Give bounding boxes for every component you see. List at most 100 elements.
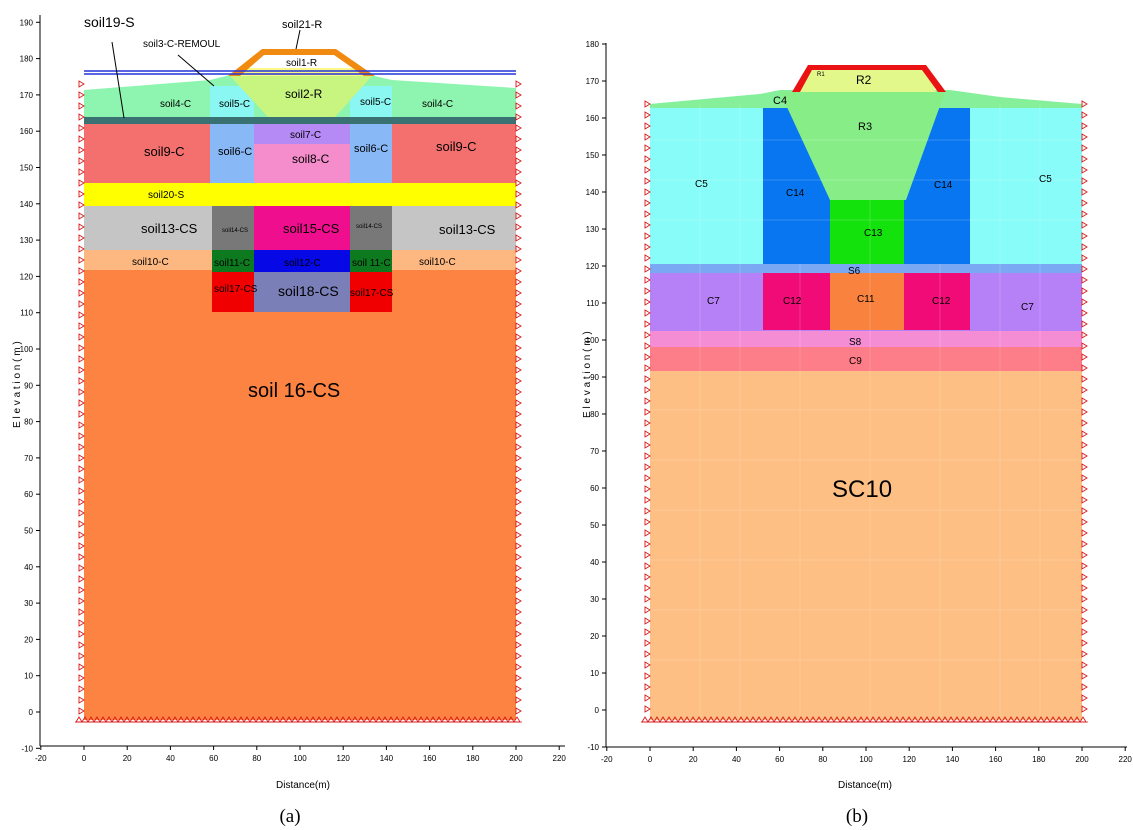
label-C7-left: C7	[707, 296, 720, 307]
support-marker	[644, 122, 651, 130]
support-marker	[644, 309, 651, 317]
y-tick-label: 120	[20, 272, 34, 281]
support-marker	[1081, 650, 1088, 658]
support-marker	[644, 595, 651, 603]
soil6-left-block	[210, 124, 254, 183]
support-marker	[515, 146, 522, 154]
support-marker	[78, 498, 85, 506]
support-marker	[78, 256, 85, 264]
support-marker	[78, 91, 85, 99]
support-marker	[78, 443, 85, 451]
C12-right-block	[904, 273, 970, 330]
label-C7-right: C7	[1021, 302, 1034, 313]
label-S8: S8	[849, 337, 862, 348]
support-marker	[515, 553, 522, 561]
support-marker	[644, 485, 651, 493]
support-marker	[644, 507, 651, 515]
support-marker	[1081, 661, 1088, 669]
x-tick-label: 140	[946, 755, 960, 764]
support-marker	[1081, 441, 1088, 449]
support-marker	[515, 443, 522, 451]
y-tick-label: 40	[24, 563, 33, 572]
support-marker	[78, 344, 85, 352]
support-marker	[1081, 320, 1088, 328]
support-marker	[78, 102, 85, 110]
support-marker	[1081, 210, 1088, 218]
support-marker	[644, 342, 651, 350]
support-marker	[78, 278, 85, 286]
y-tick-label: 10	[24, 672, 33, 681]
y-tick-label: 70	[590, 447, 599, 456]
y-tick-label: 140	[586, 188, 600, 197]
label-C5-left: C5	[695, 179, 708, 190]
support-marker	[78, 190, 85, 198]
support-marker	[644, 529, 651, 537]
label-C5-right: C5	[1039, 174, 1052, 185]
support-marker	[644, 199, 651, 207]
support-marker	[515, 333, 522, 341]
support-marker	[515, 630, 522, 638]
label-soil5-left: soil5-C	[219, 99, 250, 110]
support-marker	[515, 465, 522, 473]
y-tick-label: 30	[590, 595, 599, 604]
support-marker	[515, 377, 522, 385]
support-marker	[515, 487, 522, 495]
x-tick-label: 220	[1119, 755, 1133, 764]
label-soil18: soil18-CS	[278, 283, 339, 299]
support-marker	[78, 619, 85, 627]
support-marker	[1081, 672, 1088, 680]
y-tick-label: 170	[20, 91, 34, 100]
support-marker	[515, 641, 522, 649]
soil1-crest	[228, 68, 375, 76]
support-marker	[1081, 694, 1088, 702]
label-soil9-right: soil9-C	[436, 139, 476, 154]
label-soil11-left: soil11-C	[214, 258, 250, 269]
y-tick-label: 20	[24, 635, 33, 644]
support-marker	[78, 608, 85, 616]
support-marker	[1081, 452, 1088, 460]
support-marker	[78, 476, 85, 484]
support-marker	[644, 650, 651, 658]
support-marker	[1081, 375, 1088, 383]
support-marker	[78, 267, 85, 275]
support-marker	[78, 542, 85, 550]
y-tick-label: 140	[20, 200, 34, 209]
label-C13: C13	[864, 228, 883, 239]
support-marker	[78, 157, 85, 165]
label-soil6-right: soil6-C	[354, 143, 388, 155]
y-tick-label: 60	[590, 484, 599, 493]
y-tick-label: 20	[590, 632, 599, 641]
support-marker	[78, 245, 85, 253]
support-marker	[644, 463, 651, 471]
support-marker	[78, 388, 85, 396]
support-marker	[515, 498, 522, 506]
support-marker	[515, 135, 522, 143]
y-tick-label: 190	[20, 18, 34, 27]
support-marker	[78, 146, 85, 154]
support-marker	[644, 254, 651, 262]
soil17-left-block	[212, 272, 254, 312]
y-tick-label: 100	[586, 336, 600, 345]
y-tick-label: 80	[590, 410, 599, 419]
support-marker	[1081, 628, 1088, 636]
R2-crest	[797, 66, 936, 92]
support-marker	[1081, 595, 1088, 603]
y-tick-label: 170	[586, 77, 600, 86]
support-marker	[78, 168, 85, 176]
support-marker	[515, 366, 522, 374]
support-marker	[515, 597, 522, 605]
support-marker	[515, 201, 522, 209]
support-marker	[78, 223, 85, 231]
C12-left-block	[763, 273, 830, 330]
x-tick-label: 40	[166, 754, 175, 763]
support-marker	[644, 287, 651, 295]
support-marker	[644, 243, 651, 251]
support-marker	[78, 564, 85, 572]
support-marker	[1081, 232, 1088, 240]
label-R1: R1	[817, 72, 825, 78]
support-marker	[1081, 309, 1088, 317]
support-marker	[515, 586, 522, 594]
C13-block	[830, 200, 904, 264]
support-marker	[644, 408, 651, 416]
support-marker	[644, 386, 651, 394]
